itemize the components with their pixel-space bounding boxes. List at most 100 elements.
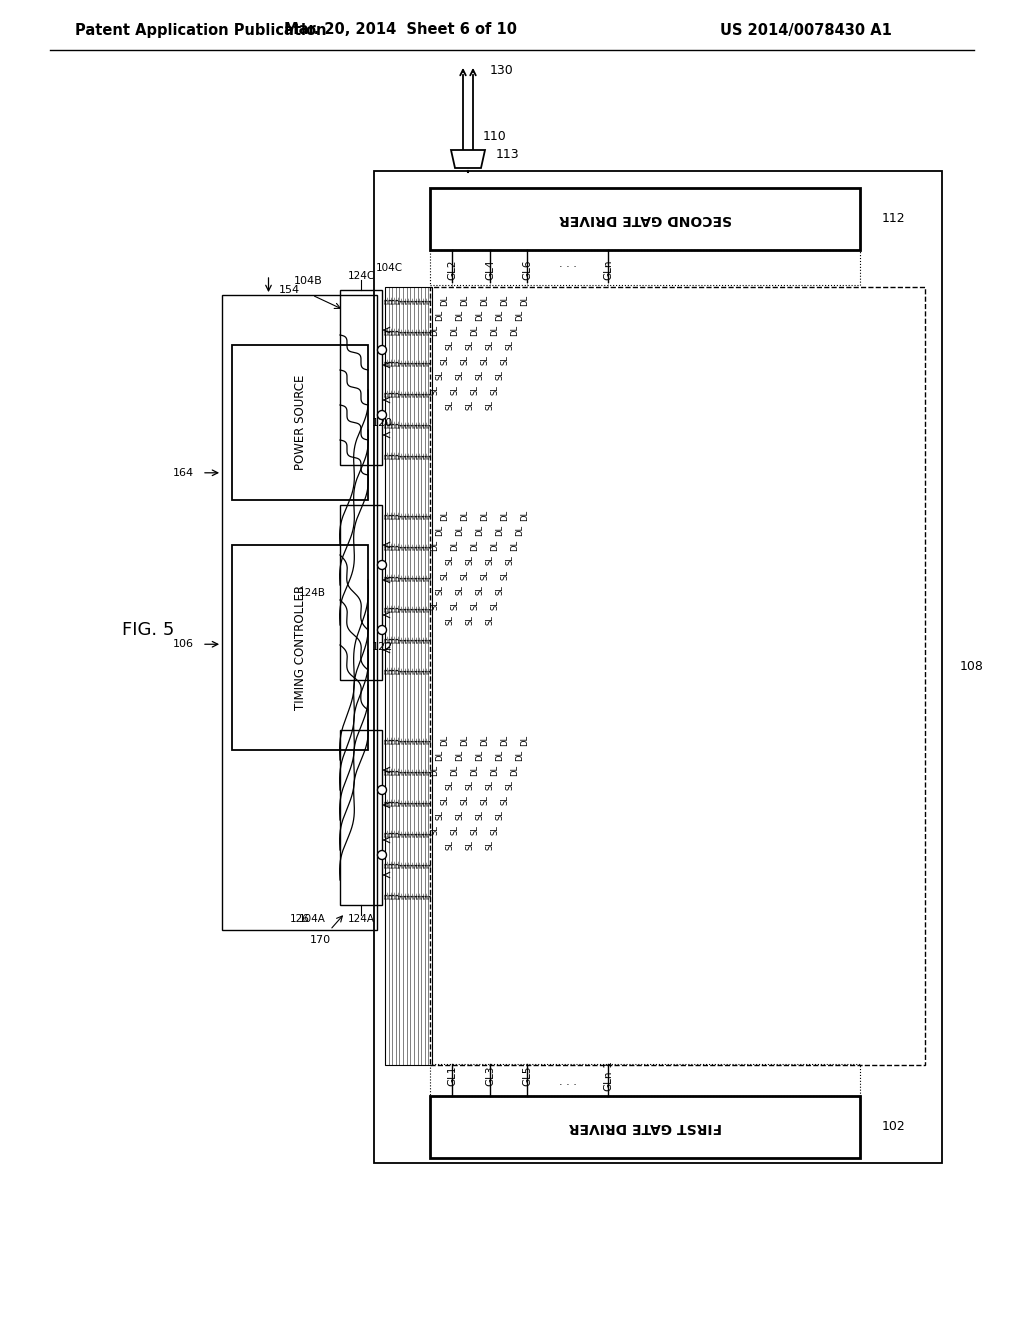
Text: SL: SL xyxy=(451,601,460,610)
Text: SL: SL xyxy=(421,635,425,643)
Text: DL: DL xyxy=(384,829,389,837)
Text: SL: SL xyxy=(424,861,429,867)
Polygon shape xyxy=(451,150,485,168)
Text: SL: SL xyxy=(398,511,403,519)
Text: SL: SL xyxy=(421,296,425,304)
Text: SL: SL xyxy=(475,585,484,595)
Text: 110: 110 xyxy=(483,131,507,144)
Text: SL: SL xyxy=(428,667,433,673)
Text: DL: DL xyxy=(388,603,393,612)
Text: SL: SL xyxy=(461,570,469,579)
Text: SL: SL xyxy=(402,296,408,304)
Text: DL: DL xyxy=(388,891,393,899)
Text: SL: SL xyxy=(451,825,460,836)
Text: DL: DL xyxy=(391,511,396,519)
Text: SL: SL xyxy=(410,605,415,611)
Bar xyxy=(430,187,860,249)
Text: SL: SL xyxy=(506,556,514,565)
Text: SL: SL xyxy=(414,891,418,899)
Text: SL: SL xyxy=(490,385,500,395)
Text: SL: SL xyxy=(428,358,433,366)
Text: SL: SL xyxy=(406,799,411,805)
Text: 124C: 124C xyxy=(347,271,375,281)
Text: SL: SL xyxy=(424,451,429,458)
Text: DL: DL xyxy=(384,665,389,675)
Text: DL: DL xyxy=(440,510,450,520)
Text: SL: SL xyxy=(410,667,415,673)
Text: DL: DL xyxy=(384,573,389,581)
Text: SL: SL xyxy=(414,667,418,673)
Text: DL: DL xyxy=(391,797,396,807)
Bar xyxy=(222,294,377,931)
Text: SL: SL xyxy=(414,737,418,743)
Text: SL: SL xyxy=(485,615,495,624)
Text: DL: DL xyxy=(391,541,396,550)
Text: SL: SL xyxy=(485,840,495,850)
Text: SL: SL xyxy=(421,451,425,458)
Text: SL: SL xyxy=(414,543,418,549)
Text: DL: DL xyxy=(470,325,479,335)
Text: SL: SL xyxy=(428,635,433,643)
Text: DL: DL xyxy=(391,767,396,775)
Text: DL: DL xyxy=(440,294,450,305)
Text: SL: SL xyxy=(470,601,479,610)
Circle shape xyxy=(378,411,386,420)
Text: DL: DL xyxy=(456,309,465,321)
Text: GL4: GL4 xyxy=(485,260,495,280)
Text: DL: DL xyxy=(388,389,393,397)
Text: SL: SL xyxy=(445,615,455,624)
Text: DL: DL xyxy=(430,540,439,550)
Text: TIMING CONTROLLER: TIMING CONTROLLER xyxy=(294,585,306,710)
Text: SL: SL xyxy=(428,296,433,304)
Text: GL3: GL3 xyxy=(485,1065,495,1086)
Text: DL: DL xyxy=(435,524,444,536)
Text: SL: SL xyxy=(410,511,415,519)
Text: 104A: 104A xyxy=(299,913,326,924)
Text: 104B: 104B xyxy=(294,276,323,286)
Text: SL: SL xyxy=(506,780,514,789)
Text: DL: DL xyxy=(388,358,393,366)
Text: SL: SL xyxy=(424,737,429,743)
Text: SL: SL xyxy=(410,543,415,549)
Text: DL: DL xyxy=(511,540,519,550)
Text: DL: DL xyxy=(395,389,400,397)
Text: SL: SL xyxy=(501,355,510,364)
Text: DL: DL xyxy=(391,327,396,335)
Text: SL: SL xyxy=(421,829,425,837)
Text: DL: DL xyxy=(515,750,524,760)
Text: SL: SL xyxy=(417,799,422,805)
Text: DL: DL xyxy=(388,327,393,335)
Circle shape xyxy=(378,785,386,795)
Text: DL: DL xyxy=(388,420,393,428)
Text: DL: DL xyxy=(501,294,510,305)
Text: SL: SL xyxy=(410,420,415,428)
Text: DL: DL xyxy=(388,296,393,304)
Text: SL: SL xyxy=(461,355,469,364)
Text: DL: DL xyxy=(435,309,444,321)
Text: DL: DL xyxy=(451,540,460,550)
Bar xyxy=(232,345,368,500)
Text: DL: DL xyxy=(456,524,465,536)
Text: DL: DL xyxy=(391,603,396,612)
Text: DL: DL xyxy=(384,735,389,744)
Text: SL: SL xyxy=(445,341,455,350)
Text: DL: DL xyxy=(475,309,484,321)
Text: 130: 130 xyxy=(490,63,514,77)
Text: SL: SL xyxy=(461,795,469,805)
Text: SL: SL xyxy=(414,861,418,867)
Text: SL: SL xyxy=(398,296,403,304)
Text: DL: DL xyxy=(480,734,489,746)
Text: SL: SL xyxy=(410,635,415,643)
Text: SL: SL xyxy=(398,635,403,643)
Text: SL: SL xyxy=(417,737,422,743)
Text: 126: 126 xyxy=(290,913,310,924)
Text: SL: SL xyxy=(406,861,411,867)
Text: SL: SL xyxy=(440,795,450,805)
Text: GLn: GLn xyxy=(603,260,613,280)
Text: DL: DL xyxy=(391,665,396,675)
Text: DL: DL xyxy=(395,327,400,335)
Text: DL: DL xyxy=(388,511,393,519)
Text: SL: SL xyxy=(402,511,408,519)
Text: DL: DL xyxy=(496,309,505,321)
Text: SL: SL xyxy=(428,451,433,458)
